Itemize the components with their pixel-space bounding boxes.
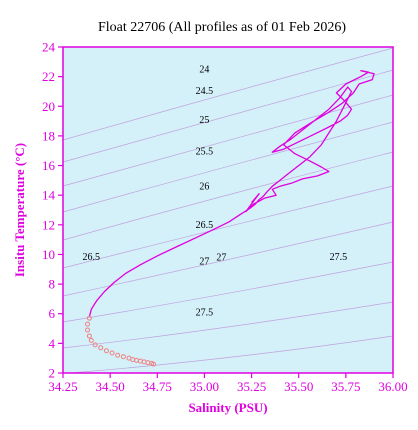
x-tick-label: 34.75	[143, 379, 172, 394]
isopycnal-line	[62, 47, 394, 141]
isopycnal-label: 24	[199, 64, 209, 75]
isopycnal-lines	[62, 47, 394, 374]
plot-frame	[62, 46, 394, 374]
isopycnal-label: 27.5	[330, 252, 348, 263]
y-tick-label: 4	[49, 336, 56, 351]
y-tick-label: 2	[49, 366, 56, 381]
y-tick-label: 24	[42, 40, 56, 55]
isopycnal-line	[62, 151, 394, 241]
deep-data-point	[86, 315, 92, 321]
x-tick-label: 35.00	[190, 379, 219, 394]
profile-series	[85, 70, 375, 367]
y-tick-label: 16	[42, 158, 56, 173]
y-tick-label: 12	[42, 217, 55, 232]
isopycnal-label: 27	[199, 256, 209, 267]
x-axis-ticks: 34.25 34.50 34.75 35.00 35.25 35.50 35.75 36.00	[48, 373, 408, 394]
isopycnal-line	[62, 185, 394, 269]
deep-data-point	[120, 354, 126, 360]
deep-data-point	[86, 333, 92, 339]
isopycnal-label: 26	[199, 182, 209, 193]
isopycnal-labels: 24 24.5 25 25.5 26 26.5 26.5 27 27 27.5 27.5	[83, 64, 348, 318]
isopycnal-line	[62, 121, 394, 213]
deep-data-point	[92, 342, 98, 348]
x-tick-label: 35.50	[284, 379, 313, 394]
isopycnal-label: 25	[199, 115, 209, 126]
y-tick-label: 8	[49, 277, 56, 292]
y-tick-label: 14	[42, 188, 56, 203]
x-tick-label: 35.25	[237, 379, 266, 394]
isopycnal-label: 27.5	[196, 308, 214, 319]
profile-line	[88, 70, 375, 317]
plot-background	[63, 47, 393, 373]
isopycnal-line	[62, 261, 394, 323]
deep-data-point	[115, 352, 121, 358]
x-tick-label: 34.25	[48, 379, 77, 394]
y-axis-label: Insitu Temperature (°C)	[12, 143, 27, 277]
x-tick-label: 35.75	[331, 379, 360, 394]
isopycnal-label: 26.5	[196, 220, 214, 231]
isopycnal-line	[62, 221, 394, 297]
x-tick-label: 36.00	[378, 379, 407, 394]
y-tick-label: 22	[42, 69, 55, 84]
isopycnal-line	[62, 301, 394, 349]
x-axis-label: Salinity (PSU)	[188, 400, 267, 415]
y-tick-label: 20	[42, 99, 55, 114]
isopycnal-line	[62, 94, 394, 187]
isopycnal-label: 24.5	[196, 86, 214, 97]
isopycnal-line	[69, 335, 394, 374]
deep-data-point	[88, 337, 94, 343]
isopycnal-label: 25.5	[196, 147, 214, 158]
isopycnal-label: 26.5	[83, 252, 101, 263]
x-tick-label: 34.50	[96, 379, 125, 394]
deep-data-point	[109, 350, 115, 356]
isopycnal-label: 27	[216, 253, 226, 264]
deep-data-point	[85, 321, 91, 327]
y-tick-label: 10	[42, 247, 55, 262]
y-tick-label: 18	[42, 128, 55, 143]
deep-data-point	[98, 345, 104, 351]
deep-data-point	[151, 361, 157, 367]
deep-data-point	[85, 327, 91, 333]
deep-data-point	[103, 348, 109, 354]
y-tick-label: 6	[49, 306, 56, 321]
chart-title: Float 22706 (All profiles as of 01 Feb 2…	[98, 20, 346, 35]
